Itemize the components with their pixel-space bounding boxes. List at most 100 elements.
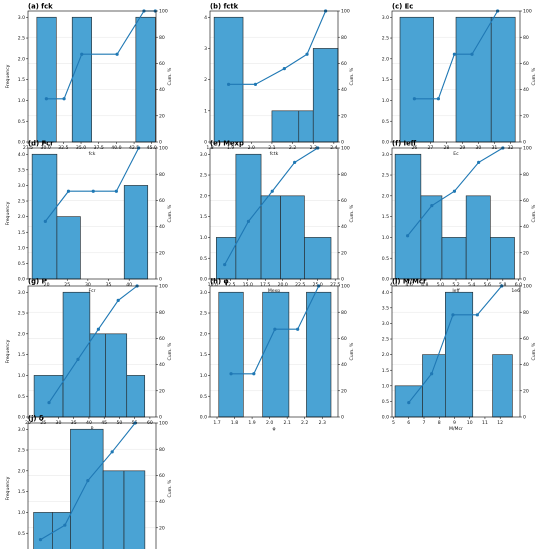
y2-tick-label: 20	[523, 250, 529, 256]
y-tick-label: 0.5	[18, 394, 25, 400]
histogram-bar	[235, 153, 262, 280]
x-tick-label: 6	[407, 420, 410, 426]
y-tick-label: 2.0	[200, 193, 207, 199]
cumulative-point	[96, 327, 100, 331]
chart-panel-5: 10.012.515.017.520.022.525.027.50.00.51.…	[200, 140, 355, 295]
cumulative-point	[47, 400, 51, 405]
cumulative-point	[436, 97, 440, 101]
plot-frame	[209, 147, 339, 280]
y-tick-label: 0.0	[18, 140, 25, 146]
histogram-bar	[126, 375, 146, 418]
histogram-bar	[280, 195, 305, 280]
y2-tick-label: 100	[523, 146, 532, 152]
y2-tick-label: 100	[341, 284, 350, 290]
x-tick-label: 11	[482, 420, 488, 426]
y2-tick-label: 20	[523, 113, 529, 119]
y-tick-label: 2.5	[18, 448, 25, 454]
cumulative-point	[293, 160, 297, 165]
histogram-bar	[262, 291, 290, 418]
y2-tick-label: 0	[523, 277, 526, 283]
cumulative-point	[430, 204, 434, 208]
histogram-bar	[71, 16, 92, 143]
y-axis-label: Frequency	[5, 476, 11, 500]
chart-title: (d) Fcr	[28, 140, 54, 148]
y2-tick-label: 40	[159, 499, 165, 505]
y-tick-label: 3.0	[18, 427, 25, 433]
x-tick-label: 22.5	[295, 282, 305, 288]
y2-tick-label: 60	[341, 336, 347, 342]
cumulative-point	[252, 372, 256, 376]
cumulative-point	[91, 189, 95, 193]
y-tick-label: 1.0	[200, 235, 207, 241]
y-tick-label: 2	[204, 77, 207, 83]
y2-tick-label: 0	[523, 415, 526, 421]
y-axis-label: Frequency	[5, 64, 11, 88]
histogram-bar	[490, 237, 515, 280]
y-axis-label: Frequency	[5, 201, 11, 225]
x-tick-label: 40	[126, 282, 132, 288]
y-tick-label: 1.0	[200, 373, 207, 379]
histogram-bar	[105, 333, 128, 418]
x-axis-label: Ec	[453, 151, 459, 157]
y2-axis-label: Cum. %	[349, 67, 355, 86]
cumulative-point	[470, 52, 474, 56]
chart-title: (j) δ	[28, 415, 44, 423]
y2-tick-label: 60	[341, 198, 347, 204]
y-tick-label: 2.5	[382, 173, 389, 179]
y-tick-label: 0.5	[18, 119, 25, 125]
plot-frame	[209, 10, 339, 143]
x-tick-label: 20.0	[278, 282, 288, 288]
chart-title: (c) Ec	[392, 3, 413, 11]
y-tick-label: 3.0	[18, 290, 25, 296]
y-tick-label: 1	[204, 108, 207, 114]
chart-title: (e) Mexp	[210, 140, 244, 148]
y2-tick-label: 80	[159, 447, 165, 453]
y-tick-label: 1.5	[382, 214, 389, 220]
histogram-bar	[31, 153, 58, 280]
cumulative-point	[273, 327, 277, 331]
cumulative-point	[296, 327, 300, 331]
y2-axis-label: Cum. %	[167, 479, 173, 498]
chart-panel-3: 26 27 28 29 30 31 320.00.51.01.52.02.53.002040…	[382, 3, 537, 158]
histogram-bar	[445, 291, 474, 418]
y2-tick-label: 20	[159, 525, 165, 531]
cumulative-point	[452, 52, 456, 56]
x-tick-label: 5	[392, 420, 395, 426]
y-tick-label: 3.5	[18, 167, 25, 173]
y-tick-label: 1.5	[382, 77, 389, 83]
cumulative-point	[246, 219, 251, 223]
y-tick-label: 1.0	[18, 373, 25, 379]
y-tick-label: 3.0	[200, 152, 207, 158]
chart-title: (g) P	[28, 278, 46, 286]
y-tick-label: 3.0	[382, 152, 389, 158]
x-tick-label: 4.4	[390, 282, 397, 288]
y2-tick-label: 0	[159, 140, 162, 146]
x-tick-label: 5.6	[484, 282, 491, 288]
x-tick-label: 1.8	[231, 420, 238, 426]
y2-tick-label: 40	[523, 362, 529, 368]
y-axis-label: Frequency	[5, 339, 11, 363]
y2-tick-label: 60	[341, 61, 347, 67]
cumulative-point	[76, 357, 80, 361]
cumulative-point	[86, 479, 90, 483]
y-tick-label: 1.5	[382, 368, 389, 374]
histogram-bar	[441, 237, 467, 280]
plot-frame	[27, 285, 157, 418]
plot-frame	[209, 285, 339, 418]
y-tick-label: 3.0	[200, 290, 207, 296]
histogram-bar	[455, 16, 492, 143]
y-tick-label: 3.0	[18, 183, 25, 189]
x-tick-label: 2.1	[283, 420, 290, 426]
cumulative-point	[110, 450, 114, 454]
x-tick-label: 5.4	[468, 282, 475, 288]
y2-tick-label: 100	[341, 146, 350, 152]
cumulative-point	[282, 67, 286, 71]
histogram-bar	[102, 470, 125, 549]
y2-tick-label: 40	[341, 87, 347, 93]
cumulative-point	[115, 52, 119, 56]
y2-tick-label: 40	[523, 224, 529, 230]
chart-panel-2: 1.8 1.9 2.0 2.1 2.2 2.3 2.401234020406080100(b…	[204, 3, 355, 158]
y-tick-label: 2.0	[200, 331, 207, 337]
y-tick-label: 0.5	[200, 394, 207, 400]
y2-tick-label: 0	[341, 415, 344, 421]
